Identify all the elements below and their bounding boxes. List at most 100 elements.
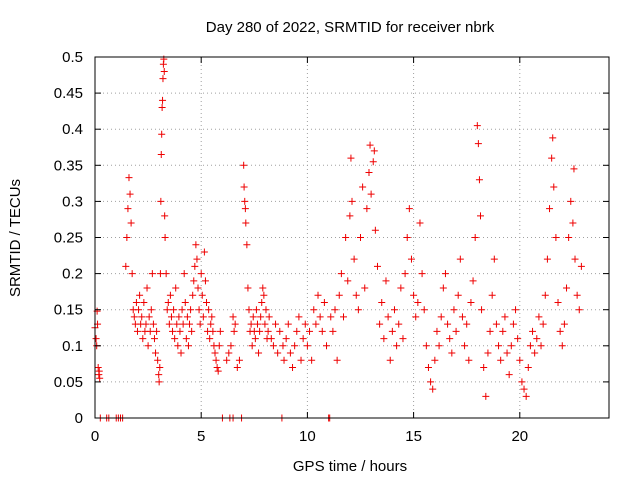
data-point — [256, 327, 264, 335]
data-point — [149, 320, 157, 328]
data-point — [251, 335, 259, 343]
y-tick-label: 0.3 — [62, 193, 83, 210]
x-tick-label: 20 — [511, 428, 528, 445]
data-point — [94, 363, 102, 371]
data-point — [531, 349, 539, 357]
data-point — [461, 342, 469, 350]
data-point — [175, 313, 183, 321]
data-point — [529, 327, 537, 335]
data-point — [403, 234, 411, 241]
data-point — [509, 320, 517, 328]
data-point — [433, 327, 441, 335]
data-point — [174, 342, 182, 350]
data-point — [367, 190, 375, 198]
data-point — [166, 291, 174, 299]
data-point — [193, 255, 201, 263]
data-point — [516, 356, 524, 364]
data-point — [267, 335, 275, 343]
data-point — [514, 335, 522, 343]
data-point — [495, 342, 503, 350]
data-point — [161, 234, 169, 241]
data-point — [265, 313, 273, 321]
data-point — [414, 298, 422, 306]
y-tick-label: 0 — [75, 410, 83, 427]
data-point — [253, 320, 261, 328]
data-point — [329, 327, 337, 335]
data-point — [467, 298, 475, 306]
data-point — [327, 313, 335, 321]
data-point — [252, 306, 260, 314]
data-point — [264, 327, 272, 335]
data-point — [512, 306, 520, 314]
data-point — [486, 327, 494, 335]
data-point — [405, 205, 413, 213]
data-point — [189, 291, 197, 299]
data-point — [244, 284, 252, 292]
data-point — [503, 349, 511, 357]
data-point — [393, 342, 401, 350]
data-point — [401, 270, 409, 278]
data-point — [169, 327, 177, 335]
data-point — [144, 342, 152, 350]
data-point — [371, 226, 379, 234]
data-point — [471, 234, 479, 241]
data-point — [543, 255, 551, 263]
data-point — [272, 320, 280, 328]
data-point — [177, 349, 185, 357]
data-point — [480, 363, 488, 371]
data-point — [139, 335, 147, 343]
data-point — [380, 335, 388, 343]
data-point — [161, 212, 169, 220]
chart-title: Day 280 of 2022, SRMTID for receiver nbr… — [206, 19, 495, 36]
data-point — [295, 313, 303, 321]
data-point — [230, 327, 238, 335]
data-point — [412, 313, 420, 321]
data-point — [127, 219, 135, 227]
data-point — [195, 306, 203, 314]
data-point — [243, 241, 251, 249]
data-point — [233, 363, 241, 371]
data-point — [301, 320, 309, 328]
data-point — [286, 349, 294, 357]
data-point — [206, 335, 214, 343]
data-point — [348, 197, 356, 205]
data-point — [347, 154, 355, 162]
data-point — [135, 306, 143, 314]
data-points — [91, 55, 585, 422]
data-point — [437, 313, 445, 321]
data-point — [186, 320, 194, 328]
y-axis-label: SRMTID / TECUs — [7, 179, 24, 297]
data-point — [138, 313, 146, 321]
data-point — [241, 205, 249, 213]
data-point — [191, 262, 199, 270]
data-point — [262, 306, 270, 314]
data-point — [550, 183, 558, 191]
data-point — [346, 212, 354, 220]
data-point — [431, 356, 439, 364]
data-point — [475, 176, 483, 184]
data-point — [439, 284, 447, 292]
data-point — [577, 262, 585, 270]
data-point — [148, 270, 156, 278]
data-point — [249, 313, 257, 321]
data-point — [474, 140, 482, 148]
data-point — [208, 313, 216, 321]
data-point — [212, 356, 220, 364]
data-point — [255, 349, 263, 357]
data-point — [130, 313, 138, 321]
data-point — [340, 313, 348, 321]
data-point — [441, 270, 449, 278]
data-point — [361, 284, 369, 292]
y-tick-label: 0.25 — [54, 230, 83, 247]
data-point — [505, 371, 513, 379]
data-point — [176, 327, 184, 335]
data-point — [477, 212, 484, 220]
data-point — [201, 277, 209, 285]
grid-lines — [95, 57, 609, 418]
data-point — [163, 306, 171, 314]
data-point — [260, 291, 268, 299]
data-point — [289, 363, 297, 371]
data-point — [205, 306, 213, 314]
data-point — [318, 327, 326, 335]
